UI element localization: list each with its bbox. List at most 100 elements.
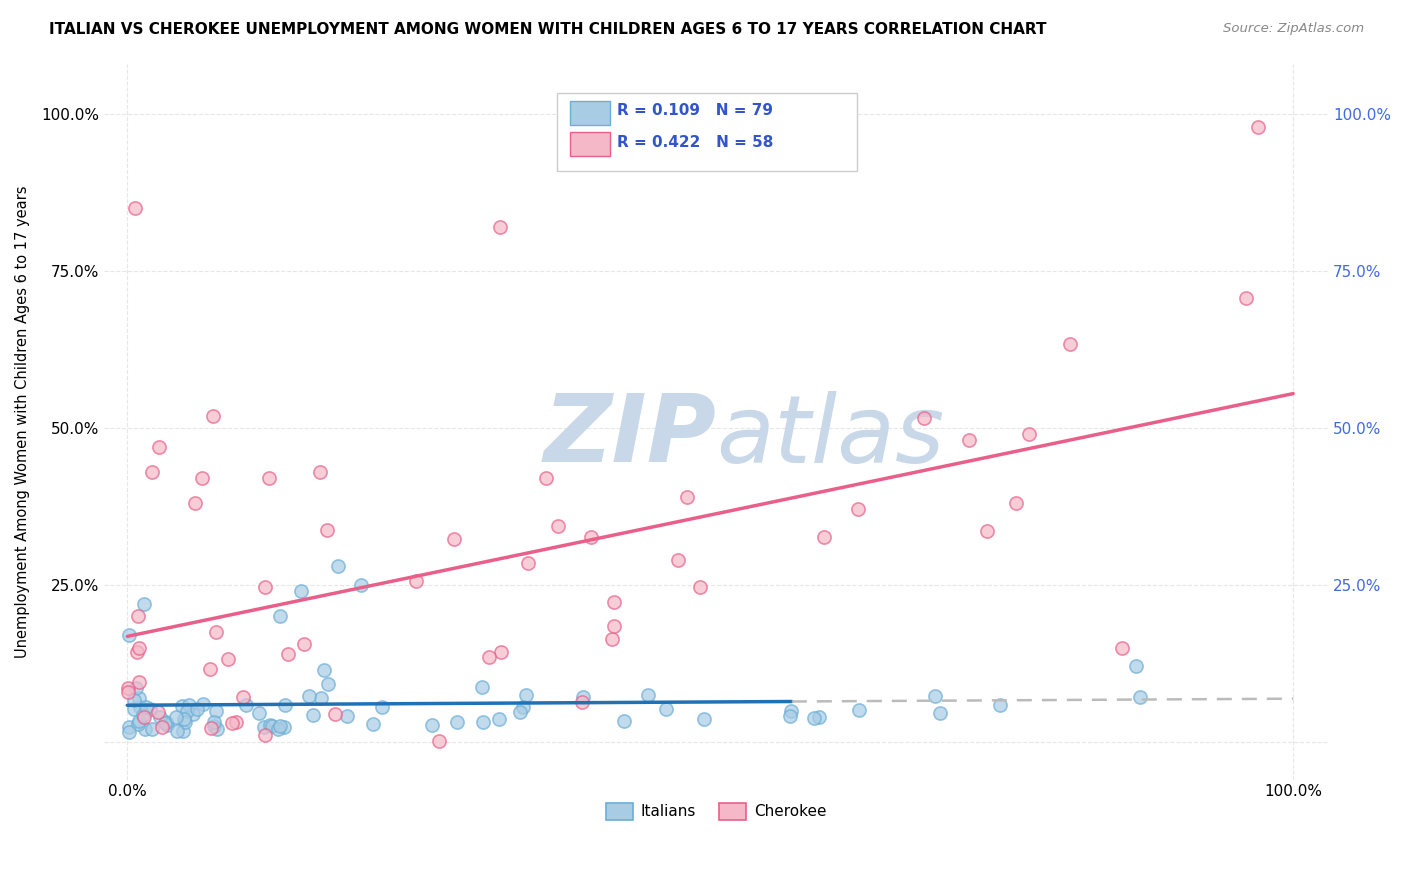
Point <box>190 471 212 485</box>
Point <box>172 724 194 739</box>
Point <box>181 707 204 722</box>
Point <box>141 723 163 737</box>
Point <box>198 662 221 676</box>
Point <box>257 471 280 485</box>
Point <box>202 718 225 732</box>
Point <box>128 675 150 690</box>
Point <box>572 690 595 704</box>
Point <box>134 709 156 723</box>
Point <box>780 704 803 718</box>
Point <box>232 690 254 704</box>
Point <box>269 609 291 624</box>
Y-axis label: Unemployment Among Women with Children Ages 6 to 17 years: Unemployment Among Women with Children A… <box>15 186 30 658</box>
Point <box>1018 426 1040 441</box>
Point <box>148 705 170 719</box>
Point <box>294 637 316 651</box>
Point <box>371 700 394 714</box>
Point <box>361 717 384 731</box>
Point <box>290 584 312 599</box>
Point <box>235 698 257 712</box>
Point <box>135 699 157 714</box>
Point <box>315 523 337 537</box>
Point <box>148 440 170 454</box>
Point <box>471 680 494 694</box>
Legend: Italians, Cherokee: Italians, Cherokee <box>599 797 832 826</box>
Point <box>134 723 156 737</box>
Point <box>127 609 149 624</box>
Point <box>309 690 332 705</box>
Point <box>603 595 626 609</box>
Point <box>807 710 830 724</box>
Point <box>165 710 187 724</box>
Point <box>1247 120 1270 134</box>
Point <box>600 632 623 647</box>
Point <box>117 681 139 695</box>
Point <box>253 720 276 734</box>
Point <box>813 530 835 544</box>
Point <box>534 471 557 485</box>
FancyBboxPatch shape <box>557 93 856 171</box>
Point <box>571 695 593 709</box>
Point <box>141 465 163 479</box>
Point <box>1059 336 1081 351</box>
Point <box>127 645 149 659</box>
Point <box>128 714 150 728</box>
Point <box>202 409 225 423</box>
Point <box>637 689 659 703</box>
Point <box>247 706 270 720</box>
Point <box>156 718 179 732</box>
Point <box>150 720 173 734</box>
Point <box>488 712 510 726</box>
Point <box>848 703 870 717</box>
Point <box>779 708 801 723</box>
Point <box>128 691 150 706</box>
Point <box>122 692 145 706</box>
Text: R = 0.109   N = 79: R = 0.109 N = 79 <box>617 103 773 118</box>
Point <box>316 676 339 690</box>
Point <box>153 716 176 731</box>
Point <box>1129 690 1152 704</box>
Point <box>654 702 676 716</box>
Point <box>422 718 444 732</box>
Point <box>666 552 689 566</box>
Point <box>217 652 239 666</box>
Point <box>309 465 332 479</box>
Point <box>957 434 980 448</box>
Point <box>191 697 214 711</box>
Point <box>269 719 291 733</box>
Point <box>177 698 200 712</box>
Point <box>274 698 297 713</box>
Point <box>118 724 141 739</box>
Point <box>803 710 825 724</box>
Point <box>205 625 228 640</box>
Point <box>172 699 194 714</box>
Point <box>613 714 636 729</box>
Point <box>225 714 247 729</box>
Text: R = 0.422   N = 58: R = 0.422 N = 58 <box>617 135 773 150</box>
Point <box>603 619 626 633</box>
Point <box>166 723 188 738</box>
Point <box>489 220 512 235</box>
Point <box>301 708 323 723</box>
Point <box>515 688 537 702</box>
Point <box>675 490 697 504</box>
Point <box>118 720 141 734</box>
Point <box>262 719 284 733</box>
Point <box>139 701 162 715</box>
Point <box>689 581 711 595</box>
Point <box>323 707 346 722</box>
Point <box>205 723 228 737</box>
Point <box>350 578 373 592</box>
Point <box>929 706 952 720</box>
Point <box>122 702 145 716</box>
Point <box>914 411 936 425</box>
Point <box>267 722 290 736</box>
Point <box>186 701 208 715</box>
Point <box>314 663 336 677</box>
Point <box>478 650 501 665</box>
Point <box>924 690 946 704</box>
Point <box>547 519 569 533</box>
Point <box>202 714 225 729</box>
Point <box>326 559 349 574</box>
Point <box>976 524 998 538</box>
